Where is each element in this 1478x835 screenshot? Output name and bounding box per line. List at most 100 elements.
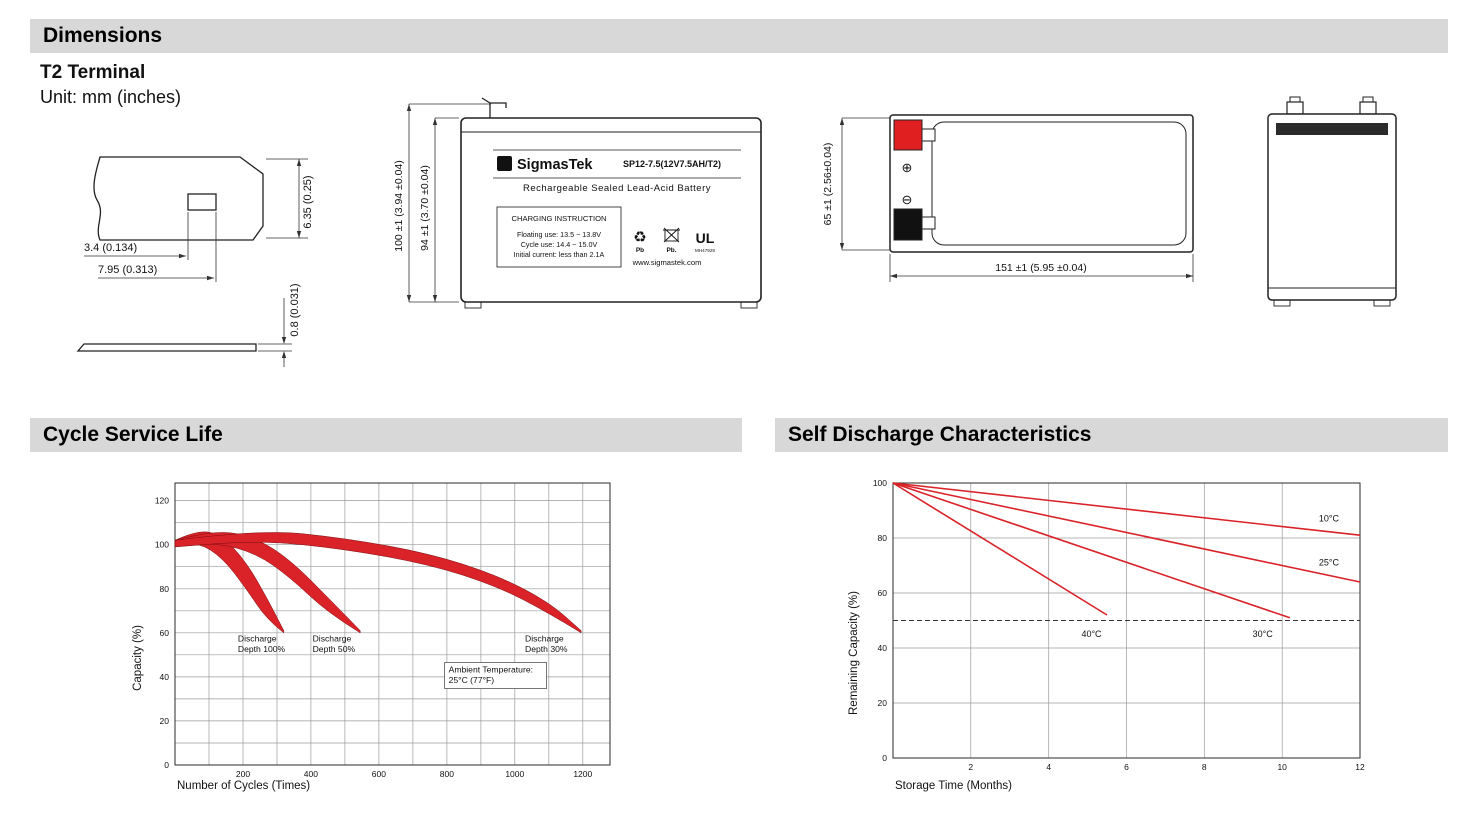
terminal-dimension-lines: [84, 158, 308, 367]
terminal-dimension-arrows: [179, 159, 302, 358]
cycle-life-section-header: Cycle Service Life: [30, 418, 742, 452]
temperature-label: 40°C: [1081, 629, 1102, 639]
end-view-outline: [1267, 113, 1397, 301]
chart-annotation: Discharge: [313, 634, 352, 644]
terminal-plate-shape: [93, 156, 264, 241]
ul-file-code: MH47929: [695, 248, 715, 253]
terminal-info: T2 Terminal Unit: mm (inches): [40, 62, 181, 108]
end-view-handle-slot: [1276, 123, 1388, 135]
temperature-line: [892, 482, 1291, 619]
cycle-life-chart: 200 400 600 800 1000 1200 0 20 40 60 80 100 120 Disch…: [132, 482, 611, 792]
svg-text:20: 20: [878, 698, 888, 708]
self-discharge-title: Self Discharge Characteristics: [788, 423, 1092, 446]
end-terminal-left: [1286, 101, 1304, 115]
svg-text:80: 80: [160, 584, 170, 594]
battery-foot-left: [464, 301, 482, 309]
temperature-label: 30°C: [1253, 629, 1274, 639]
unit-note: Unit: mm (inches): [40, 87, 182, 107]
terminal-detail-drawing: 6.35 (0.25) 3.4 (0.134) 7.95 (0.313) 0.8…: [76, 156, 314, 367]
discharge-band: [174, 532, 582, 634]
positive-terminal-block: [893, 119, 923, 151]
negative-terminal-icon: ⊖: [902, 192, 913, 207]
charging-line-3: Initial current: less than 2.1A: [514, 250, 605, 259]
website-text: www.sigmastek.com: [632, 258, 702, 267]
recycle-pb-label: Pb: [636, 247, 644, 254]
dim-case-height-label: 94 ±1 (3.70 ±0.04): [419, 165, 431, 251]
recycle-icon: ♻: [633, 229, 646, 246]
svg-text:100: 100: [873, 478, 887, 488]
model-number: SP12-7.5(12V7.5AH/T2): [623, 159, 721, 169]
cycle-chart-xlabel: Number of Cycles (Times): [177, 780, 310, 792]
top-dimension-lines: [841, 117, 1194, 282]
charging-instruction-box: [496, 206, 622, 268]
svg-text:120: 120: [155, 496, 169, 506]
cycle-chart-ylabel: Capacity (%): [132, 625, 144, 691]
self-discharge-ylabel: Remaining Capacity (%): [848, 591, 860, 715]
dimensions-title: Dimensions: [43, 24, 163, 47]
positive-terminal-icon: ⊕: [902, 160, 913, 175]
charging-title: CHARGING INSTRUCTION: [512, 214, 607, 223]
svg-text:60: 60: [160, 628, 170, 638]
svg-text:0: 0: [164, 760, 169, 770]
brand-logo-icon: [497, 156, 512, 171]
battery-type-line: Rechargeable Sealed Lead-Acid Battery: [523, 183, 711, 194]
svg-text:10: 10: [1277, 762, 1287, 772]
svg-text:200: 200: [236, 769, 250, 779]
battery-top-view: 65 ±1 (2.56±0.04) 151 ±1 (5.95 ±0.04) ⊕ …: [822, 114, 1194, 282]
svg-text:6: 6: [1124, 762, 1129, 772]
terminal-thickness-bar: [76, 343, 257, 352]
dim-width-label: 151 ±1 (5.95 ±0.04): [995, 262, 1087, 274]
ul-mark-icon: UL: [696, 230, 715, 246]
negative-terminal-tab: [921, 216, 936, 230]
dim-thickness-label: 0.8 (0.031): [289, 283, 301, 336]
chart-annotation: Ambient Temperature:: [449, 665, 533, 675]
chart-annotation: Depth 100%: [238, 644, 286, 654]
temperature-label: 25°C: [1319, 558, 1340, 568]
temperature-line: [892, 482, 1108, 616]
positive-terminal-tab: [921, 128, 936, 142]
svg-text:100: 100: [155, 540, 169, 550]
svg-text:1200: 1200: [573, 769, 592, 779]
top-view-body: [931, 121, 1187, 246]
self-discharge-chart-plot: 2 4 6 8 10 12 0 20 40 60 80 100 10°C 25°C 30°C 40°C: [873, 478, 1365, 772]
svg-text:20: 20: [160, 716, 170, 726]
svg-text:800: 800: [440, 769, 454, 779]
self-discharge-section-header: Self Discharge Characteristics: [775, 418, 1448, 452]
terminal-slot: [187, 193, 217, 211]
battery-front-view: 100 ±1 (3.94 ±0.04) 94 ±1 (3.70 ±0.04) Σ…: [393, 97, 762, 309]
temperature-line: [892, 482, 1361, 536]
svg-text:2: 2: [968, 762, 973, 772]
svg-text:12: 12: [1355, 762, 1365, 772]
top-dimension-arrows: [839, 118, 1193, 279]
front-dimension-arrows: [406, 104, 438, 302]
charging-line-1: Floating use: 13.5 ~ 13.8V: [517, 230, 601, 239]
svg-text:8: 8: [1202, 762, 1207, 772]
dimensions-section-header: Dimensions: [30, 19, 1448, 53]
dim-total-height-label: 100 ±1 (3.94 ±0.04): [393, 160, 405, 252]
chart-annotation: Discharge: [525, 634, 564, 644]
cycle-life-title: Cycle Service Life: [43, 423, 223, 446]
dim-depth-label: 65 ±1 (2.56±0.04): [822, 143, 834, 226]
svg-text:600: 600: [372, 769, 386, 779]
terminal-tab: [481, 97, 507, 118]
chart-annotation: Depth 30%: [525, 644, 568, 654]
temperature-label: 10°C: [1319, 514, 1340, 524]
svg-text:80: 80: [878, 533, 888, 543]
front-dimension-lines: [408, 103, 491, 303]
terminal-type-title: T2 Terminal: [40, 62, 146, 83]
svg-text:40: 40: [878, 643, 888, 653]
self-discharge-chart: 2 4 6 8 10 12 0 20 40 60 80 100 10°C 25°C 30°C 40°C Rem…: [848, 478, 1365, 792]
temperature-line: [892, 482, 1361, 583]
dim-tab-width-label: 7.95 (0.313): [98, 264, 157, 276]
svg-text:0: 0: [882, 753, 887, 763]
cycle-chart-plot: 200 400 600 800 1000 1200 0 20 40 60 80 100 120 Disch…: [155, 482, 611, 779]
charging-line-2: Cycle use: 14.4 ~ 15.0V: [521, 240, 598, 249]
chart-annotation: Depth 50%: [313, 644, 356, 654]
chart-annotation: Discharge: [238, 634, 277, 644]
svg-text:60: 60: [878, 588, 888, 598]
end-foot-left: [1273, 299, 1291, 307]
svg-text:1000: 1000: [505, 769, 524, 779]
svg-text:400: 400: [304, 769, 318, 779]
dim-tab-height-label: 6.35 (0.25): [302, 175, 314, 228]
